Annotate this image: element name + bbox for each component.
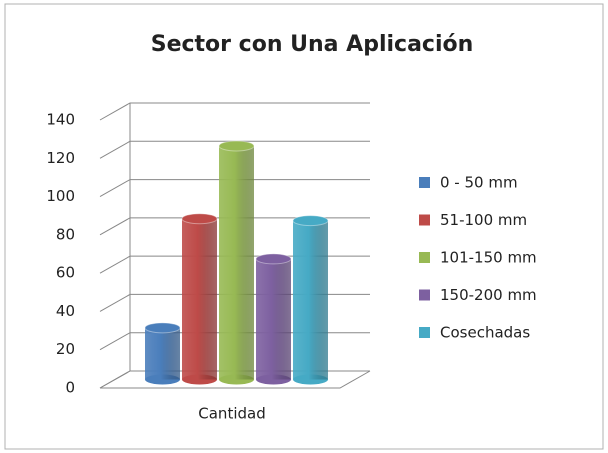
- bar-top: [144, 322, 181, 334]
- grid-line: [99, 217, 370, 236]
- y-tick-label: 20: [56, 340, 75, 358]
- legend-label: 101-150 mm: [440, 249, 537, 267]
- y-tick-label: 100: [46, 187, 75, 205]
- y-tick-label: 80: [56, 225, 75, 243]
- grid-line: [99, 140, 370, 159]
- x-tick-label: Cantidad: [198, 405, 265, 423]
- legend-label: Cosechadas: [440, 324, 530, 342]
- y-tick-label: 140: [46, 111, 75, 129]
- y-tick-label: 40: [56, 302, 75, 320]
- bar-shade: [182, 218, 217, 380]
- legend-label: 51-100 mm: [440, 211, 527, 229]
- y-tick-label: 120: [46, 149, 75, 167]
- legend-swatch: [419, 289, 430, 301]
- grid-line: [99, 102, 370, 121]
- legend-label: 0 - 50 mm: [440, 174, 518, 192]
- bar-shade: [219, 145, 254, 380]
- bar-top: [255, 253, 292, 265]
- bar-top: [292, 215, 329, 227]
- legend-swatch: [419, 214, 430, 226]
- legend-label: 150-200 mm: [440, 286, 537, 304]
- bar-shade: [293, 220, 328, 380]
- bar-top: [218, 140, 255, 152]
- bar-shade: [256, 258, 291, 380]
- legend-swatch: [419, 252, 430, 263]
- grid-line: [99, 255, 370, 274]
- bar-shade: [145, 327, 180, 380]
- floor: [100, 370, 371, 389]
- grid-line: [99, 179, 370, 198]
- chart-title: Sector con Una Aplicación: [151, 32, 474, 57]
- legend-swatch: [419, 327, 430, 338]
- legend-swatch: [419, 177, 430, 188]
- y-tick-label: 60: [56, 264, 75, 282]
- y-tick-label: 0: [65, 379, 75, 397]
- bar-top: [181, 213, 218, 225]
